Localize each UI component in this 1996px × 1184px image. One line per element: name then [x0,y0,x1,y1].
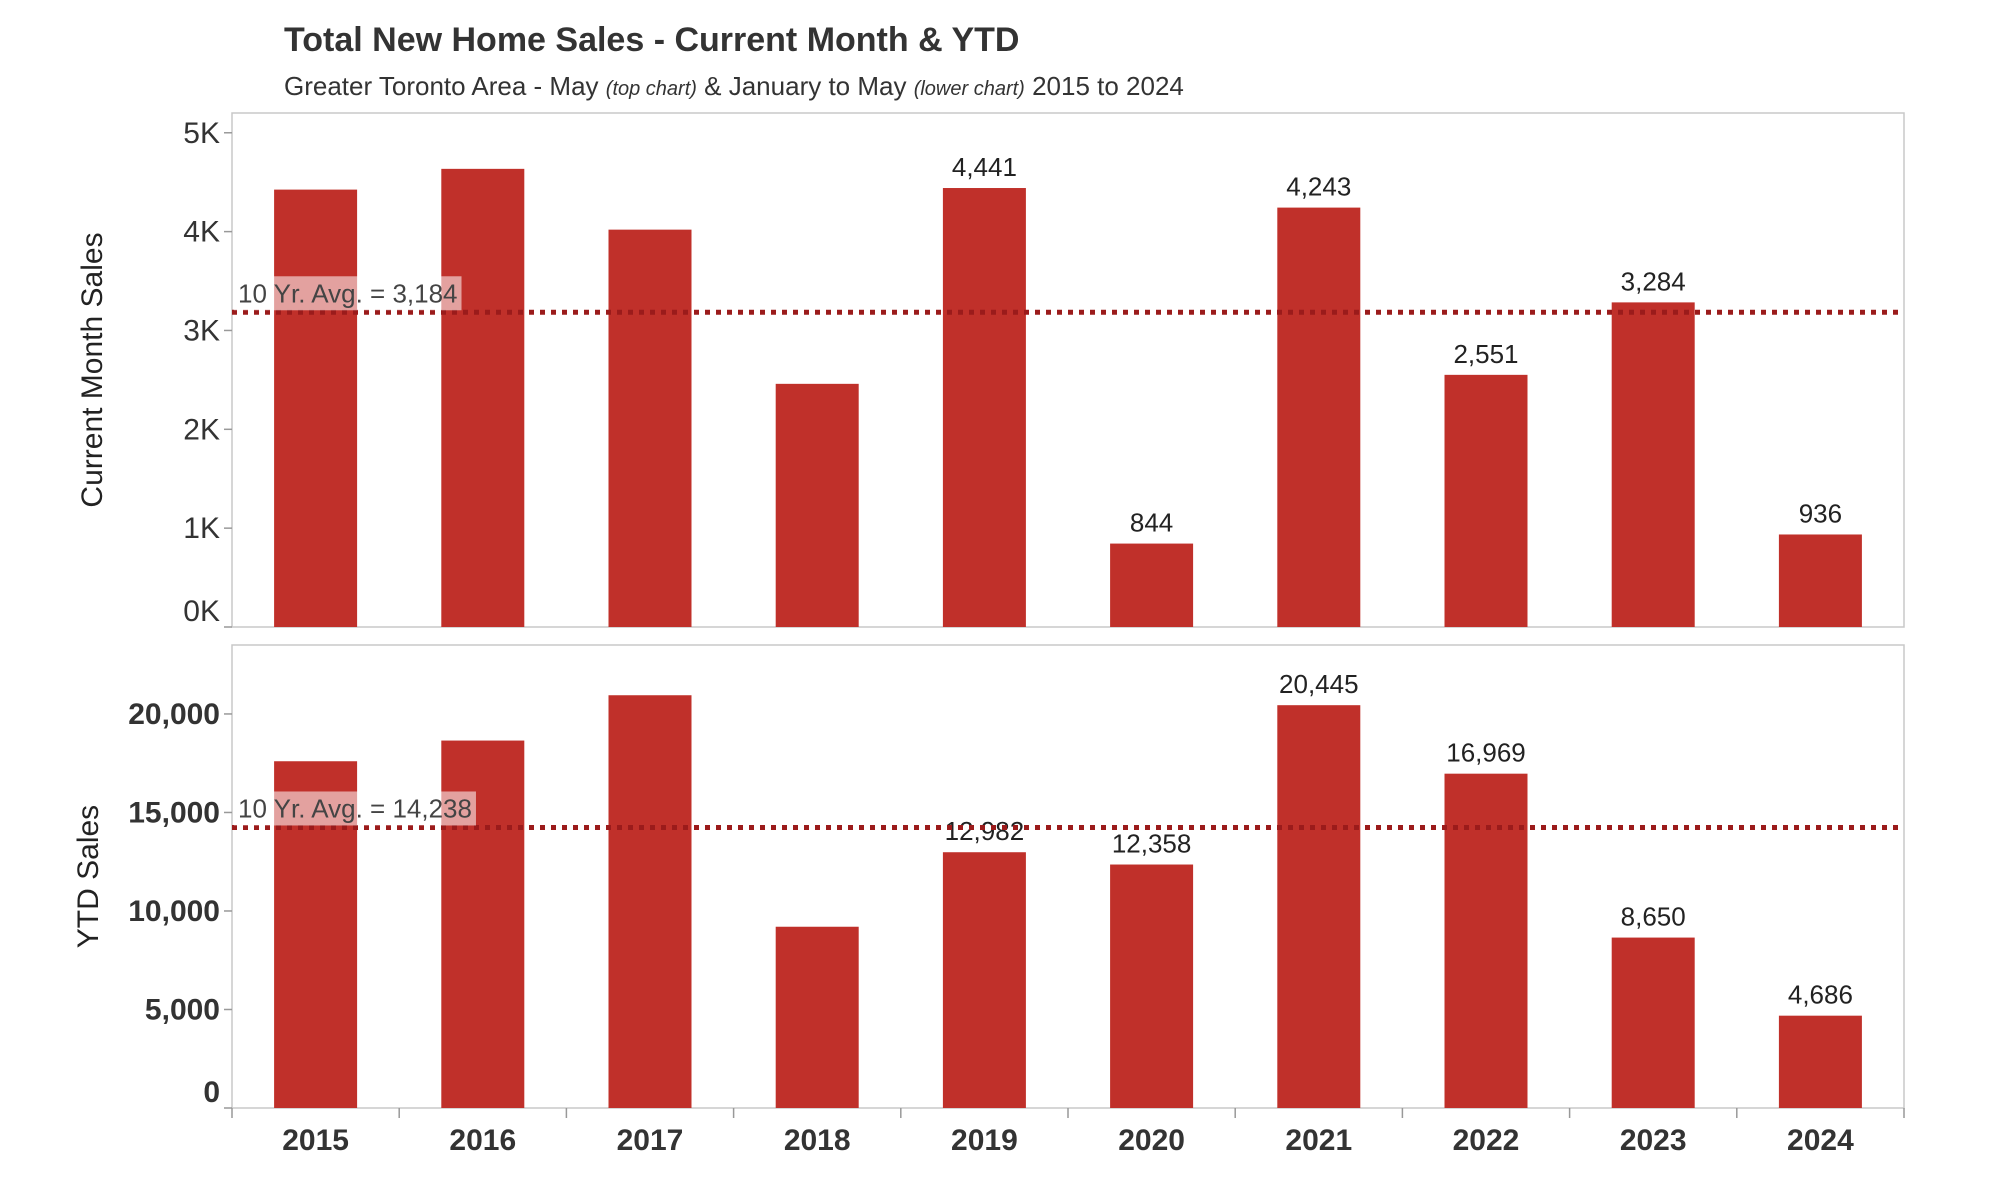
y-axis-title-ytd: YTD Sales [72,805,105,948]
data-label-current-2024: 936 [1799,498,1842,528]
bar-current-2015 [274,189,358,627]
subtitle-part3: 2015 to 2024 [1025,71,1184,101]
data-label-current-2020: 844 [1130,508,1173,538]
subtitle-note-top: (top chart) [606,78,697,100]
data-label-current-2019: 4,441 [952,152,1017,182]
data-label-ytd-2021: 20,445 [1279,669,1359,699]
bar-ytd-2021 [1277,705,1361,1108]
bar-ytd-2024 [1778,1015,1862,1108]
subtitle-part2: & January to May [697,71,914,101]
bar-current-2021 [1277,207,1361,627]
y-tick-label-ytd: 15,000 [128,796,220,829]
subtitle-note-lower: (lower chart) [914,78,1025,100]
bar-current-2019 [942,188,1026,627]
bar-current-2020 [1110,543,1194,627]
bar-ytd-2017 [608,695,692,1108]
average-label-ytd: 10 Yr. Avg. = 14,238 [238,793,472,823]
data-label-current-2022: 2,551 [1453,339,1518,369]
data-label-ytd-2024: 4,686 [1788,980,1853,1010]
x-tick-label-2021: 2021 [1285,1124,1352,1157]
y-tick-label-ytd: 5,000 [145,993,220,1026]
y-tick-label-current: 4K [183,216,220,249]
x-tick-label-2017: 2017 [617,1124,684,1157]
bar-current-2024 [1778,534,1862,627]
x-tick-label-2015: 2015 [282,1124,349,1157]
average-label-bg-current [234,276,462,311]
y-tick-label-current: 0K [183,595,220,628]
bar-current-2023 [1611,302,1695,627]
y-tick-label-current: 3K [183,314,220,347]
average-label-bg-ytd [234,791,476,826]
x-tick-label-2016: 2016 [449,1124,516,1157]
bar-ytd-2018 [775,926,859,1108]
plot-frame-current [231,112,1905,628]
bar-current-2016 [441,168,525,627]
y-tick-label-current: 1K [183,512,220,545]
average-label-current: 10 Yr. Avg. = 3,184 [238,278,458,308]
chart-subtitle: Greater Toronto Area - May (top chart) &… [284,71,1184,101]
chart-panels: 0K 1K 2K 3K 4K 5K Current Month Sales 4,441 844 4… [72,112,1905,1157]
x-tick-label-2024: 2024 [1787,1124,1854,1157]
bar-current-2022 [1444,374,1528,627]
x-tick-label-2019: 2019 [951,1124,1018,1157]
chart-title: Total New Home Sales - Current Month & Y… [284,21,1019,59]
y-tick-label-current: 5K [183,117,220,150]
subtitle-part1: Greater Toronto Area - May [284,71,606,101]
x-tick-label-2018: 2018 [784,1124,851,1157]
bar-ytd-2022 [1444,773,1528,1108]
data-label-ytd-2020: 12,358 [1112,829,1192,859]
y-tick-label-ytd: 0 [203,1076,220,1109]
bar-ytd-2020 [1110,864,1194,1108]
x-tick-label-2020: 2020 [1118,1124,1185,1157]
x-tick-label-2023: 2023 [1620,1124,1687,1157]
bar-ytd-2023 [1611,937,1695,1108]
y-tick-label-ytd: 10,000 [128,895,220,928]
data-label-ytd-2019: 12,982 [945,816,1025,846]
bar-current-2018 [775,383,859,627]
data-label-ytd-2023: 8,650 [1621,902,1686,932]
y-tick-label-ytd: 20,000 [128,698,220,731]
data-label-current-2023: 3,284 [1621,266,1686,296]
x-tick-label-2022: 2022 [1453,1124,1520,1157]
bar-ytd-2019 [942,852,1026,1108]
data-label-ytd-2022: 16,969 [1446,738,1526,768]
y-axis-title-current: Current Month Sales [76,232,109,507]
y-tick-label-current: 2K [183,413,220,446]
bar-current-2017 [608,229,692,627]
data-label-current-2021: 4,243 [1286,172,1351,202]
